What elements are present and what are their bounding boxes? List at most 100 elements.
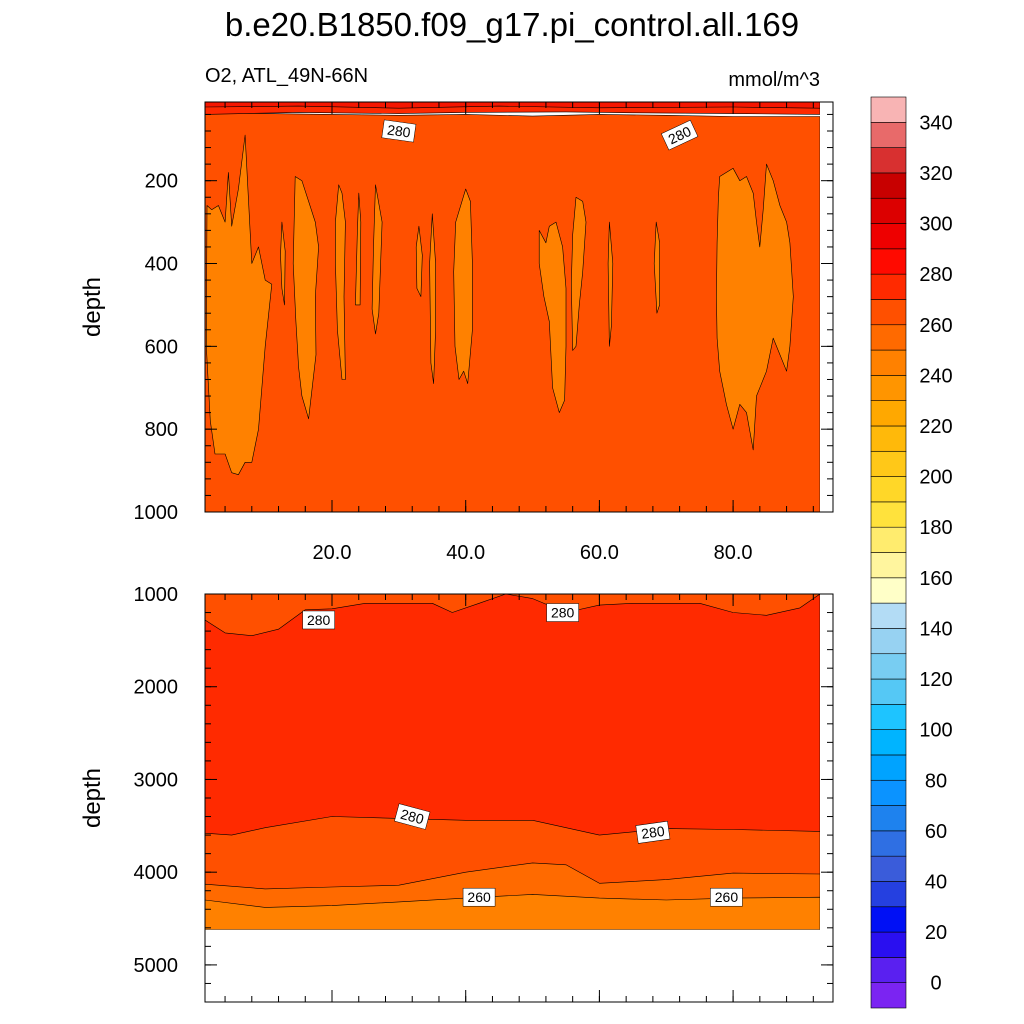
lower-contour-label: 280 (546, 603, 579, 622)
upper-contour-region-c250-5 (355, 192, 362, 306)
colorbar-swatch (870, 197, 907, 224)
colorbar-label: 340 (919, 112, 952, 134)
upper-panel: 200 400 600 800 1000 20.0 40.0 60.0 80.0 depth 280… (79, 101, 834, 564)
colorbar-swatch (870, 982, 907, 1009)
lower-contour-region-c280-1 (205, 594, 820, 836)
upper-ytick-label: 600 (145, 336, 178, 358)
upper-xtick-label: 40.0 (446, 542, 485, 564)
upper-contour-region-c250-7 (415, 225, 423, 297)
upper-contour-region-c250-14 (716, 163, 794, 451)
colorbar-label: 0 (930, 973, 941, 995)
lower-ytick-label: 2000 (134, 677, 179, 699)
svg-text:280: 280 (307, 612, 331, 628)
upper-ytick-label: 200 (145, 171, 178, 193)
colorbar-swatch (870, 526, 907, 553)
upper-contour-region-c250-4 (335, 184, 346, 380)
lower-panel: 1000 2000 3000 4000 5000 depth 280 280 280 280 260… (79, 584, 834, 1003)
colorbar-label: 320 (919, 163, 952, 185)
colorbar-label: 260 (919, 315, 952, 337)
colorbar-swatch (870, 906, 907, 933)
lower-contour-label: 260 (710, 887, 743, 907)
svg-text:280: 280 (399, 806, 426, 828)
upper-ytick-label: 400 (145, 254, 178, 276)
colorbar-label: 140 (919, 618, 952, 640)
colorbar-swatch (870, 375, 907, 401)
colorbar-swatch (870, 122, 907, 148)
upper-xtick-label: 80.0 (714, 542, 753, 564)
colorbar-swatch (870, 299, 907, 326)
colorbar-swatch (870, 805, 907, 832)
svg-text:260: 260 (715, 889, 739, 905)
upper-ylabel: depth (79, 277, 106, 337)
colorbar-swatch (870, 349, 907, 376)
colorbar-label: 100 (919, 720, 952, 742)
colorbar-label: 40 (925, 871, 947, 893)
colorbar-swatch (870, 425, 907, 452)
upper-contour-region-c250-1 (206, 134, 273, 476)
colorbar-label: 300 (919, 214, 952, 236)
colorbar-label: 180 (919, 517, 952, 539)
upper-contour-region-c250-11 (570, 197, 587, 351)
colorbar-label: 120 (919, 669, 952, 691)
colorbar-swatch (870, 147, 907, 174)
upper-xtick-label: 60.0 (580, 542, 619, 564)
upper-xtick-label: 20.0 (313, 542, 352, 564)
colorbar-swatch (870, 96, 907, 123)
svg-text:260: 260 (467, 889, 491, 905)
colorbar-swatch (870, 476, 907, 503)
lower-filled-contours (205, 594, 820, 1002)
colorbar-swatch (870, 704, 907, 730)
upper-ytick-label: 1000 (134, 502, 179, 524)
colorbar-swatch (870, 577, 907, 604)
colorbar-label: 60 (925, 821, 947, 843)
colorbar-swatch (870, 450, 907, 477)
svg-text:280: 280 (551, 605, 575, 621)
colorbar-swatch (870, 628, 907, 655)
colorbar-label: 240 (919, 365, 952, 387)
upper-contour-region-c250-13 (653, 221, 660, 314)
colorbar-label: 160 (919, 568, 952, 590)
svg-text:280: 280 (640, 823, 666, 842)
lower-contour-label: 280 (394, 803, 431, 830)
colorbar-swatch (870, 223, 907, 250)
colorbar-swatch (870, 324, 907, 351)
lower-contour-region-c250-3 (205, 894, 820, 931)
upper-contour-region-c250-10 (538, 221, 567, 413)
colorbar-swatch (870, 400, 907, 427)
chart-title: b.e20.B1850.f09_g17.pi_control.all.169 (225, 6, 799, 43)
upper-contour-region-c250-3 (292, 176, 319, 420)
colorbar-label: 280 (919, 264, 952, 286)
colorbar-swatch (870, 172, 907, 199)
upper-filled-contours (205, 102, 820, 512)
colorbar-swatch (870, 855, 907, 882)
colorbar-swatch (870, 653, 907, 680)
colorbar-label: 200 (919, 467, 952, 489)
colorbar: 0 20 40 60 80 100 120 140 160 180 200 220 240 260 280 3… (870, 96, 953, 1009)
colorbar-swatch (870, 754, 907, 781)
units-label: mmol/m^3 (728, 69, 820, 91)
upper-contour-region-c250-12 (607, 221, 614, 347)
colorbar-swatch (870, 678, 907, 705)
lower-ytick-label: 5000 (134, 955, 179, 977)
svg-text:280: 280 (386, 121, 412, 140)
colorbar-swatch (870, 273, 907, 300)
lower-contour-label: 280 (302, 610, 335, 630)
colorbar-swatch (870, 931, 907, 958)
colorbar-swatch (870, 602, 907, 629)
lower-contour-label: 260 (462, 887, 496, 907)
upper-contour-region-c250-6 (371, 184, 383, 335)
lower-ylabel: depth (79, 768, 106, 828)
upper-ytick-label: 800 (145, 419, 178, 441)
lower-ytick-label: 4000 (134, 862, 179, 884)
colorbar-swatch (870, 779, 907, 806)
colorbar-swatch (870, 830, 907, 857)
upper-contour-region-c250-8 (429, 213, 436, 384)
upper-contour-region-c250-9 (453, 188, 473, 384)
colorbar-swatch (870, 248, 907, 275)
upper-contour-region-c250-2 (280, 221, 286, 306)
colorbar-swatch (870, 729, 907, 756)
colorbar-swatch (870, 881, 907, 908)
colorbar-label: 20 (925, 922, 947, 944)
lower-contour-label: 280 (635, 820, 671, 844)
